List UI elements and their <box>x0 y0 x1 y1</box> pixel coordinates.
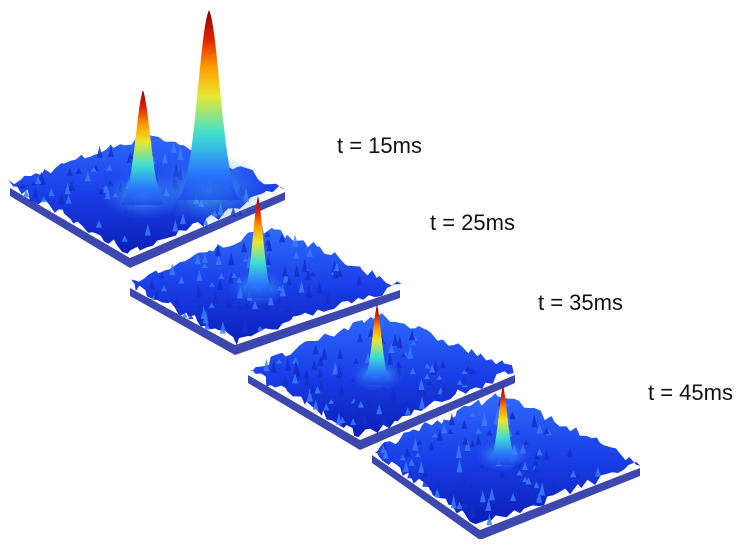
surface-spike <box>97 146 103 158</box>
time-label: t = 15ms <box>337 133 422 158</box>
figure: t = 15ms t = 25ms t = 35ms t = 45ms <box>0 0 752 539</box>
time-label: t = 45ms <box>648 380 733 405</box>
time-label: t = 35ms <box>538 290 623 315</box>
time-label: t = 25ms <box>430 210 515 235</box>
surface-spike <box>263 359 269 372</box>
